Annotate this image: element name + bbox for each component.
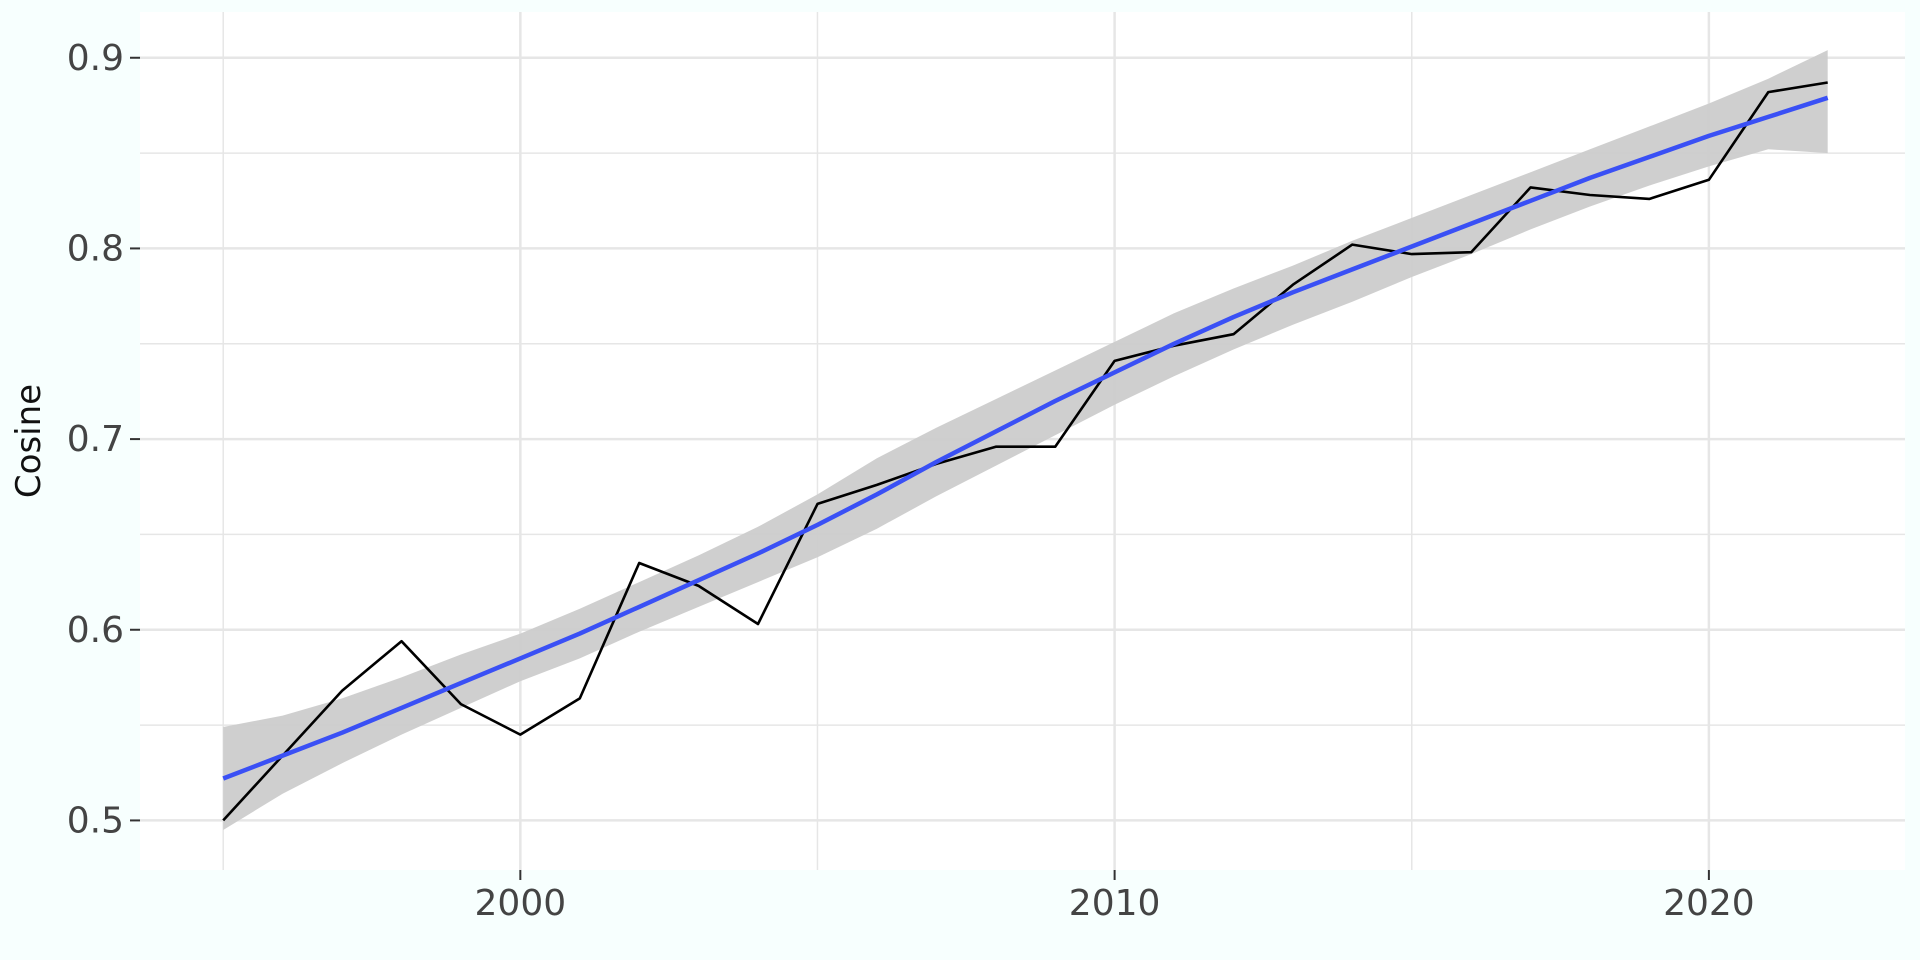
- x-tick-label: 2000: [475, 883, 567, 924]
- y-tick-label: 0.5: [67, 800, 124, 841]
- y-tick-label: 0.9: [67, 38, 124, 79]
- confidence-band: [223, 50, 1828, 831]
- y-tick-label: 0.6: [67, 610, 124, 651]
- y-axis-title: Cosine: [9, 384, 49, 498]
- y-tick-label: 0.7: [67, 419, 124, 460]
- y-tick-label: 0.8: [67, 228, 124, 269]
- y-axis: 0.5 0.6 0.7 0.8 0.9: [67, 38, 140, 841]
- smooth-line: [222, 95, 1829, 781]
- x-axis: 2000 2010 2020: [475, 870, 1755, 924]
- x-tick-label: 2020: [1663, 883, 1755, 924]
- x-tick-label: 2010: [1069, 883, 1161, 924]
